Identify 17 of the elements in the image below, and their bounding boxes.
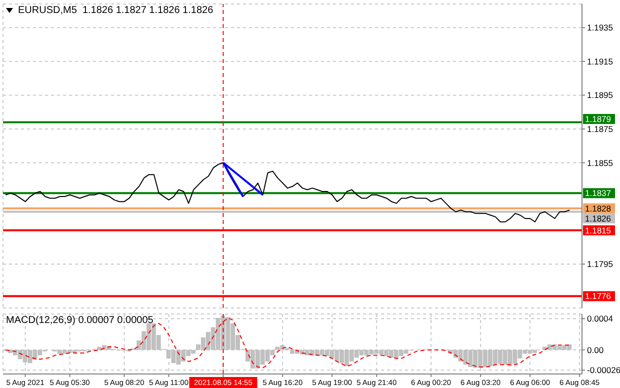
y-tick-label: 1.1895 — [587, 90, 614, 100]
y-tick-label: -0.00026 — [587, 365, 620, 376]
y-tick-label: 0.0004 — [587, 314, 614, 324]
ref-line-label: 1.1879 — [585, 114, 612, 124]
y-tick-label: 1.1935 — [587, 22, 614, 33]
y-tick-label: 0.00 — [587, 344, 604, 355]
y-tick-label: 1.1915 — [587, 56, 614, 66]
ref-line-label: 1.1828 — [585, 203, 612, 214]
y-tick-label: 1.1875 — [587, 124, 614, 134]
ref-line-label: 1.1815 — [585, 225, 612, 236]
y-tick-label: 1.1795 — [587, 259, 614, 270]
ref-line-label: 1.1826 — [585, 213, 612, 224]
ref-line-label: 1.1837 — [585, 188, 612, 198]
chart-title: EURUSD,M5 1.1826 1.1827 1.1826 1.1826 — [18, 5, 214, 16]
chart-title: MACD(12,26,9) 0.00007 0.00005 — [6, 315, 154, 326]
y-tick-label: 1.1855 — [587, 158, 614, 168]
ref-line-label: 1.1776 — [585, 291, 612, 302]
